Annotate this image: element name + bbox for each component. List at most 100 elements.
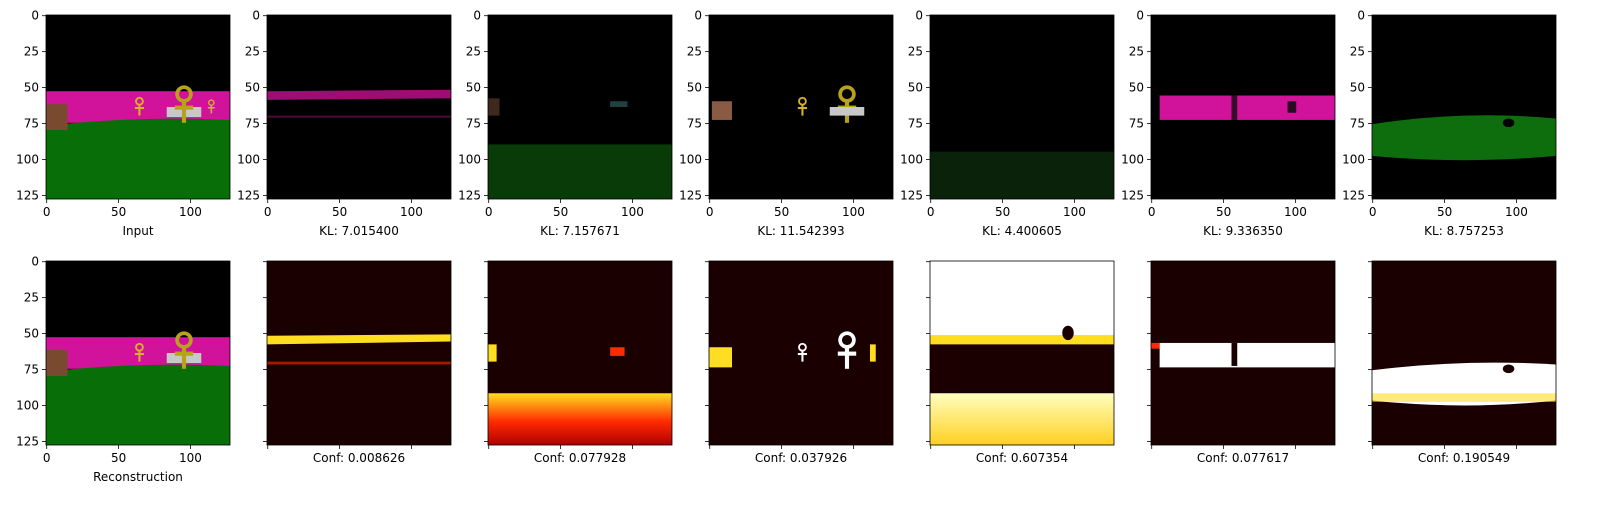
y-tick-label: 75 (466, 117, 481, 131)
panel-bottom-7: Conf: 0.190549 (1368, 260, 1557, 465)
panel-caption: Conf: 0.607354 (976, 451, 1068, 465)
y-tick-label: 50 (1350, 81, 1365, 95)
y-tick-label: 50 (466, 81, 481, 95)
panel-caption: Reconstruction (93, 470, 183, 484)
panel-image-bottom-3 (488, 261, 672, 445)
y-tick-label: 125 (16, 434, 39, 448)
panel-caption: Conf: 0.077928 (534, 451, 626, 465)
panel-frame (266, 260, 452, 446)
y-tick-label: 0 (31, 255, 39, 269)
panel-image-bottom-4 (709, 261, 893, 445)
panel-frame (487, 14, 673, 200)
panel-top-1: 0 50 100 0 25 50 75 100 125 Input (16, 9, 231, 238)
y-tick-label: 75 (1129, 117, 1144, 131)
y-tick-label: 0 (915, 9, 923, 23)
panel-bottom-1: 0 50 100 0 25 50 75 100 125 Reconstruction (16, 255, 231, 484)
y-tick-label: 125 (458, 188, 481, 202)
panel-top-6: 0 50 100 0 25 50 75 100 125 KL: 9.336350 (1121, 9, 1336, 238)
panel-top-2: 0 50 100 0 25 50 75 100 125 KL: 7.015400 (237, 9, 452, 238)
panel-caption: KL: 7.157671 (540, 224, 620, 238)
panel-image-bottom-7 (1372, 261, 1556, 445)
panel-caption: KL: 4.400605 (982, 224, 1062, 238)
y-tick-label: 100 (16, 398, 39, 412)
x-tick-label: 100 (1284, 205, 1307, 219)
panel-bottom-3: Conf: 0.077928 (484, 260, 673, 465)
y-tick-label: 75 (245, 117, 260, 131)
y-tick-label: 25 (24, 291, 39, 305)
panel-image-top-3 (488, 15, 672, 199)
panel-frame (708, 14, 894, 200)
y-tick-label: 50 (687, 81, 702, 95)
y-tick-label: 100 (900, 152, 923, 166)
x-tick-label: 100 (842, 205, 865, 219)
y-tick-label: 50 (24, 81, 39, 95)
panel-image-top-6 (1151, 15, 1335, 199)
panel-top-3: 0 50 100 0 25 50 75 100 125 KL: 7.157671 (458, 9, 673, 238)
panel-frame (45, 260, 231, 446)
panel-caption: KL: 7.015400 (319, 224, 399, 238)
panel-image-top-4 (709, 15, 893, 199)
panel-bottom-2: Conf: 0.008626 (263, 260, 452, 465)
panel-top-5: 0 50 100 0 25 50 75 100 125 KL: 4.400605 (900, 9, 1115, 238)
panel-frame (929, 14, 1115, 200)
x-tick-label: 50 (553, 205, 568, 219)
panel-image-bottom-2 (267, 261, 451, 445)
panel-bottom-6: Conf: 0.077617 (1147, 260, 1336, 465)
x-tick-label: 50 (774, 205, 789, 219)
panel-image-bottom-1 (46, 261, 230, 445)
x-tick-label: 50 (1437, 205, 1452, 219)
x-tick-label: 0 (706, 205, 714, 219)
y-tick-label: 125 (900, 188, 923, 202)
x-tick-label: 100 (621, 205, 644, 219)
y-tick-label: 75 (1350, 117, 1365, 131)
y-tick-label: 100 (679, 152, 702, 166)
x-tick-label: 0 (485, 205, 493, 219)
y-tick-label: 0 (1357, 9, 1365, 23)
x-tick-label: 0 (1369, 205, 1377, 219)
x-tick-label: 0 (1148, 205, 1156, 219)
y-tick-label: 75 (908, 117, 923, 131)
y-tick-label: 0 (694, 9, 702, 23)
y-tick-label: 25 (1129, 45, 1144, 59)
x-tick-label: 0 (43, 451, 51, 465)
y-tick-label: 50 (908, 81, 923, 95)
x-tick-label: 100 (1063, 205, 1086, 219)
panel-image-top-7 (1372, 15, 1556, 199)
y-tick-label: 50 (1129, 81, 1144, 95)
x-tick-label: 100 (179, 205, 202, 219)
y-tick-label: 125 (237, 188, 260, 202)
y-tick-label: 25 (466, 45, 481, 59)
panel-image-top-2 (267, 15, 451, 199)
y-tick-label: 125 (1342, 188, 1365, 202)
y-tick-label: 25 (245, 45, 260, 59)
panel-caption: KL: 9.336350 (1203, 224, 1283, 238)
y-tick-label: 25 (687, 45, 702, 59)
y-tick-label: 75 (687, 117, 702, 131)
panel-frame (1150, 14, 1336, 200)
y-tick-label: 100 (458, 152, 481, 166)
panel-caption: Conf: 0.190549 (1418, 451, 1510, 465)
panel-frame (1371, 260, 1557, 446)
x-tick-label: 50 (111, 451, 126, 465)
y-tick-label: 25 (1350, 45, 1365, 59)
panel-frame (929, 260, 1115, 446)
x-tick-label: 50 (995, 205, 1010, 219)
panel-frame (1371, 14, 1557, 200)
panel-caption: Input (122, 224, 153, 238)
panel-frame (1150, 260, 1336, 446)
panel-bottom-5: Conf: 0.607354 (926, 260, 1115, 465)
x-tick-label: 0 (264, 205, 272, 219)
y-tick-label: 125 (16, 188, 39, 202)
y-tick-label: 75 (24, 363, 39, 377)
y-tick-label: 0 (31, 9, 39, 23)
panel-caption: KL: 8.757253 (1424, 224, 1504, 238)
x-tick-label: 50 (1216, 205, 1231, 219)
panel-image-top-1 (46, 15, 230, 199)
panel-image-bottom-6 (1151, 261, 1335, 445)
y-tick-label: 0 (1136, 9, 1144, 23)
panel-top-4: 0 50 100 0 25 50 75 100 125 KL: 11.542393 (679, 9, 894, 238)
x-tick-label: 50 (332, 205, 347, 219)
panel-caption: Conf: 0.037926 (755, 451, 847, 465)
panel-frame (266, 14, 452, 200)
